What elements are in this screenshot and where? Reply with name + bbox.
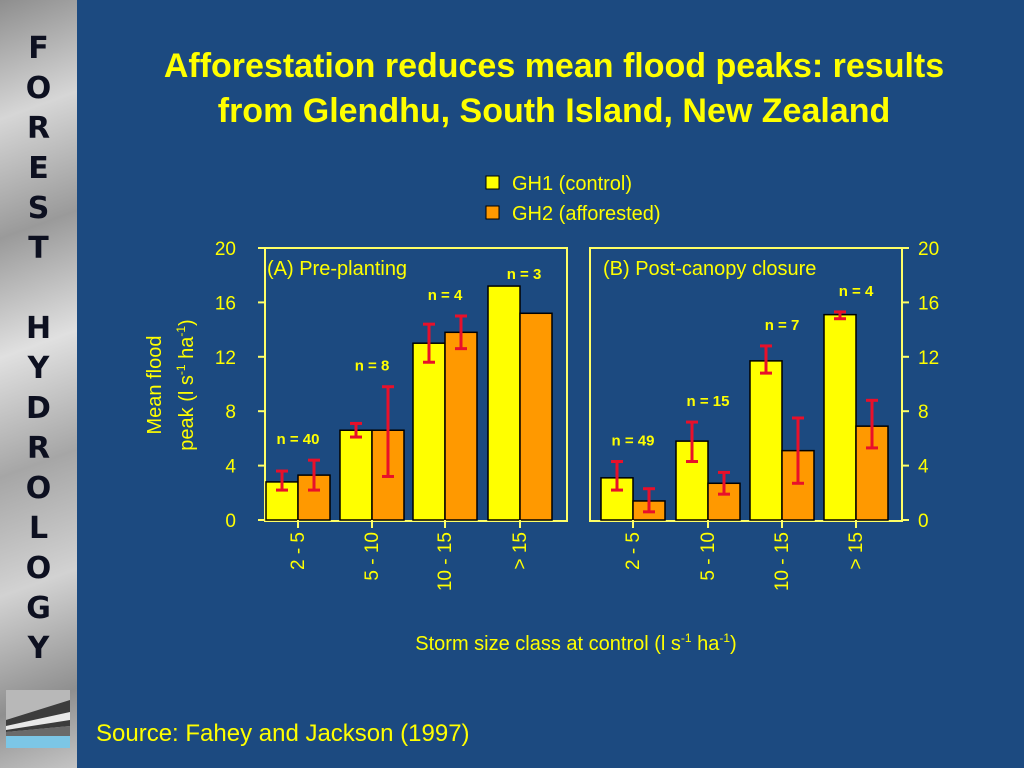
x-tick-label: 2 - 5	[623, 532, 644, 570]
y-tick-label-left: 8	[225, 402, 236, 423]
page-title: Afforestation reduces mean flood peaks: …	[84, 44, 1024, 134]
sidebar-letter: R	[26, 111, 51, 146]
panel-a-title: (A) Pre-planting	[267, 258, 407, 280]
sidebar-letter: G	[26, 591, 51, 626]
x-tick-label: 5 - 10	[362, 532, 383, 581]
sample-size-label: n = 4	[428, 287, 463, 304]
sample-size-label: n = 15	[687, 393, 730, 410]
source-citation: Source: Fahey and Jackson (1997)	[96, 720, 470, 747]
sample-size-label: n = 4	[839, 283, 874, 300]
bar-gh2	[444, 331, 478, 521]
sidebar-letter: Y	[27, 631, 50, 666]
y-tick-label-left: 4	[225, 457, 236, 478]
sidebar-letter: T	[28, 231, 49, 266]
sidebar-letter: E	[28, 151, 49, 186]
landscape-logo-icon	[6, 690, 70, 748]
bar-gh1	[412, 342, 446, 521]
y-axis-title-line-1: Mean flood	[144, 336, 166, 435]
sidebar-letter: L	[28, 511, 49, 546]
bar-gh1	[823, 313, 857, 521]
sidebar-letter: H	[25, 311, 52, 346]
bar-gh1	[487, 285, 521, 521]
sidebar-banner: F O R E S T H Y D R O L O G Y	[0, 0, 77, 768]
y-tick-label-right: 12	[918, 348, 939, 369]
panel-b-title: (B) Post-canopy closure	[603, 258, 816, 280]
sidebar-letter: O	[25, 471, 52, 506]
x-tick-label: 10 - 15	[435, 532, 456, 591]
legend-label-gh2: GH2 (afforested)	[512, 203, 661, 225]
y-tick-label-right: 0	[918, 511, 929, 532]
sidebar-letter: O	[25, 551, 52, 586]
sidebar-letter: O	[25, 71, 52, 106]
panel-a-frame	[264, 247, 568, 522]
sidebar-letter: Y	[27, 351, 50, 386]
x-tick-label: > 15	[846, 532, 867, 570]
legend-label-gh1: GH1 (control)	[512, 173, 632, 195]
bar-gh1	[339, 429, 373, 521]
y-tick-label-right: 8	[918, 402, 929, 423]
y-tick-label-right: 20	[918, 239, 939, 260]
y-tick-label-left: 16	[215, 293, 236, 314]
legend-swatch-gh2	[485, 205, 500, 220]
title-line-2: from Glendhu, South Island, New Zealand	[217, 92, 891, 130]
sidebar-letter: D	[26, 391, 51, 426]
flood-peak-chart: GH1 (control) GH2 (afforested) (A) Pre-p…	[144, 173, 939, 655]
x-tick-label: 10 - 15	[772, 532, 793, 591]
y-tick-label-right: 16	[918, 293, 939, 314]
y-tick-label-left: 20	[215, 239, 236, 260]
sidebar-letter: S	[27, 191, 50, 226]
legend-swatch-gh1	[485, 175, 500, 190]
sample-size-label: n = 3	[507, 266, 542, 283]
title-line-1: Afforestation reduces mean flood peaks: …	[163, 47, 945, 85]
sample-size-label: n = 49	[612, 433, 655, 450]
bar-gh1	[749, 360, 783, 521]
panel-b-frame	[589, 247, 903, 522]
sidebar-letter: F	[28, 31, 49, 66]
sample-size-label: n = 40	[277, 431, 320, 448]
sample-size-label: n = 7	[765, 317, 800, 334]
bar-gh2	[855, 425, 889, 521]
y-tick-label-left: 12	[215, 348, 236, 369]
y-tick-label-right: 4	[918, 457, 929, 478]
bar-gh2	[519, 312, 553, 521]
sample-size-label: n = 8	[355, 358, 390, 375]
x-tick-label: 5 - 10	[698, 532, 719, 581]
y-tick-label-left: 0	[225, 511, 236, 532]
x-tick-label: 2 - 5	[288, 532, 309, 570]
x-tick-label: > 15	[510, 532, 531, 570]
y-axis-title-line-2: peak (l s-1 ha-1)	[174, 319, 198, 450]
x-axis-title: Storm size class at control (l s-1 ha-1)	[415, 631, 736, 655]
sidebar-letter: R	[26, 431, 51, 466]
